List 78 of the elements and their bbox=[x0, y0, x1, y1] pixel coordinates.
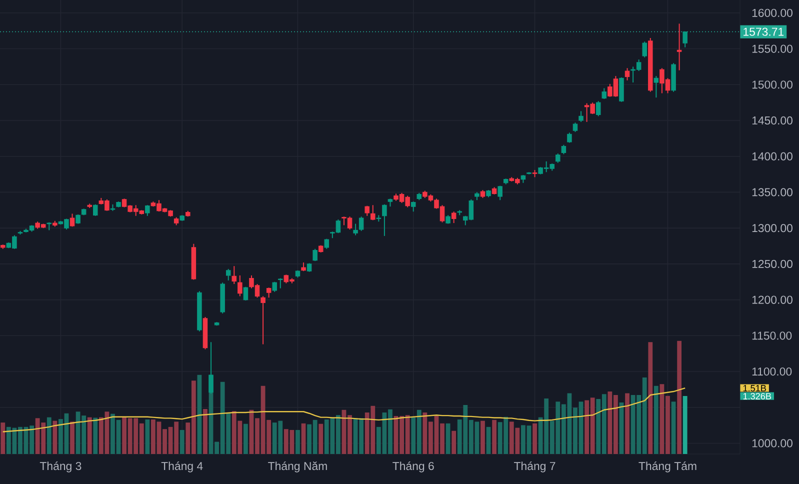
bar bbox=[180, 430, 184, 454]
bar bbox=[87, 417, 92, 454]
candlestick bbox=[572, 122, 578, 132]
candlestick bbox=[561, 144, 566, 155]
candlestick bbox=[358, 216, 364, 232]
x-tick-label: Tháng 6 bbox=[392, 462, 434, 472]
bar bbox=[492, 420, 496, 454]
bar bbox=[296, 430, 300, 454]
candlestick bbox=[238, 274, 242, 297]
x-tick-label: Tháng 4 bbox=[161, 462, 203, 472]
bar bbox=[486, 426, 491, 454]
candlestick bbox=[76, 214, 80, 224]
candlestick bbox=[596, 100, 601, 117]
candlestick bbox=[70, 213, 75, 228]
candlestick bbox=[93, 204, 98, 216]
bar bbox=[671, 402, 676, 454]
candlestick bbox=[556, 152, 560, 164]
candlestick bbox=[232, 266, 237, 285]
candlestick bbox=[682, 31, 688, 48]
candlestick bbox=[382, 204, 387, 236]
y-tick-label: 1500.00 bbox=[752, 80, 792, 89]
y-tick-label: 1150.00 bbox=[752, 332, 792, 340]
x-tick-label: Tháng Năm bbox=[268, 462, 327, 472]
candlestick bbox=[266, 287, 272, 298]
candlestick bbox=[226, 268, 231, 281]
bar bbox=[452, 430, 456, 454]
candlestick bbox=[619, 76, 624, 102]
y-tick-label: 1400.00 bbox=[752, 152, 792, 160]
y-tick-label: 1200.00 bbox=[752, 296, 792, 304]
bar bbox=[625, 393, 630, 454]
bar bbox=[145, 419, 150, 454]
candlestick bbox=[451, 211, 456, 224]
candlestick bbox=[624, 68, 630, 81]
bar bbox=[52, 420, 58, 454]
bar bbox=[480, 420, 485, 454]
bar bbox=[70, 422, 74, 454]
bar bbox=[446, 423, 450, 454]
bar bbox=[301, 423, 306, 454]
candlestick bbox=[602, 88, 607, 100]
candlestick bbox=[243, 286, 248, 302]
ref-line-label: 1573.71 bbox=[744, 28, 784, 36]
x-tick-label: Tháng 7 bbox=[514, 462, 556, 472]
y-tick-label: 1450.00 bbox=[752, 116, 792, 125]
candlestick bbox=[353, 223, 358, 236]
y2-tick-label: 1.326B bbox=[743, 393, 772, 400]
candlestick bbox=[676, 23, 682, 71]
bar bbox=[0, 422, 6, 454]
candlestick bbox=[654, 76, 659, 98]
y-tick-label: 1100.00 bbox=[752, 367, 792, 376]
candlestick bbox=[410, 201, 416, 212]
bar bbox=[318, 424, 324, 454]
bar bbox=[244, 424, 248, 454]
bar bbox=[93, 418, 98, 454]
bar bbox=[677, 340, 682, 454]
candlestick bbox=[642, 41, 647, 58]
y-tick-label: 1300.00 bbox=[752, 224, 792, 232]
y2-tick-label: 1.51B bbox=[743, 385, 766, 392]
bar bbox=[197, 374, 202, 454]
candlestick bbox=[260, 296, 266, 345]
candlestick bbox=[370, 204, 376, 221]
bar bbox=[654, 386, 658, 454]
y-tick-label: 1600.00 bbox=[752, 8, 792, 17]
candlestick bbox=[272, 281, 277, 292]
y-tick-label: 1550.00 bbox=[752, 44, 792, 53]
bar bbox=[682, 396, 688, 454]
y-tick-label: 1250.00 bbox=[752, 260, 792, 268]
candlestick bbox=[145, 204, 150, 216]
candlestick bbox=[312, 248, 318, 262]
y-tick-label: 1350.00 bbox=[752, 188, 792, 196]
x-tick-label: Tháng Tám bbox=[638, 462, 696, 472]
bar bbox=[203, 408, 208, 454]
bar bbox=[46, 417, 52, 454]
candlestick bbox=[498, 185, 502, 201]
bar bbox=[532, 423, 537, 454]
candlestick bbox=[578, 110, 584, 122]
x-tick-label: Tháng 3 bbox=[40, 462, 82, 472]
bar bbox=[648, 342, 653, 454]
y-tick-label: 1000.00 bbox=[752, 439, 792, 448]
